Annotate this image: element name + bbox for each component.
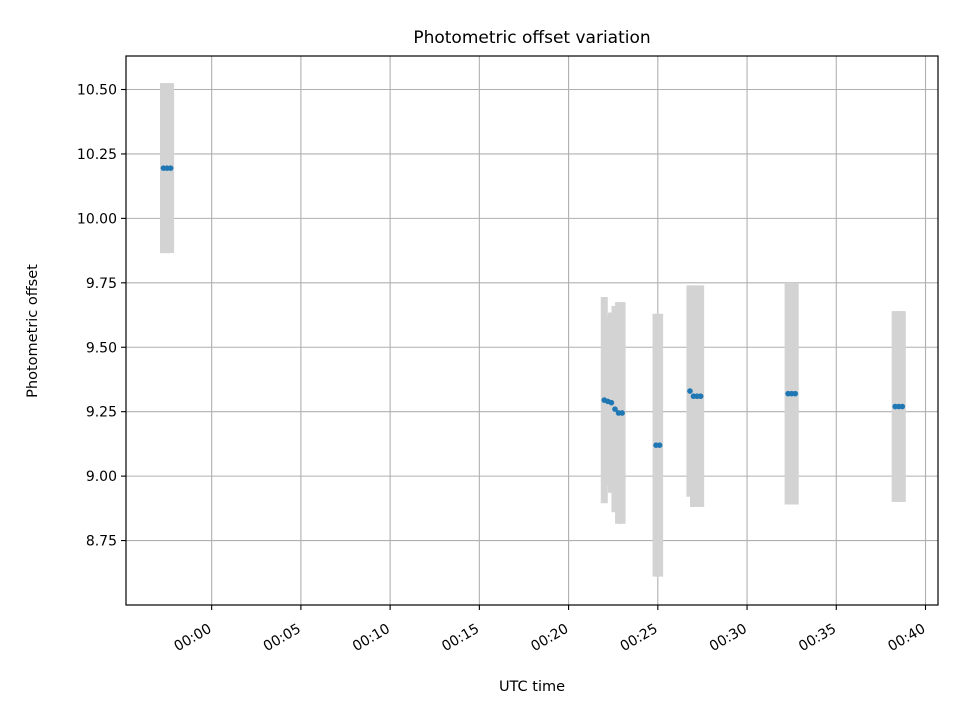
y-tick-label: 9.25 — [86, 405, 117, 421]
data-point — [619, 410, 625, 416]
data-point — [899, 403, 906, 410]
y-tick-label: 9.75 — [86, 276, 117, 292]
y-axis-ticks: 8.75 9.00 9.25 9.50 9.75 10.00 10.25 10.50 — [77, 83, 126, 550]
data-point — [612, 406, 618, 412]
data-point — [687, 388, 693, 394]
plot-frame — [125, 55, 939, 606]
x-axis-label: UTC time — [499, 679, 565, 695]
data-point — [608, 399, 615, 406]
y-tick-label: 10.00 — [77, 211, 117, 227]
y-tick-label: 10.50 — [77, 83, 117, 99]
data-points — [160, 165, 906, 448]
y-tick-label: 8.75 — [86, 534, 117, 550]
y-tick-label: 10.25 — [77, 147, 117, 163]
y-axis-label: Photometric offset — [25, 264, 41, 398]
data-point — [697, 393, 704, 400]
data-point — [656, 442, 663, 448]
data-point — [167, 165, 174, 171]
data-point — [792, 390, 799, 397]
chart-title: Photometric offset variation — [413, 28, 650, 48]
y-tick-label: 9.50 — [86, 340, 117, 356]
y-tick-label: 9.00 — [86, 469, 117, 485]
